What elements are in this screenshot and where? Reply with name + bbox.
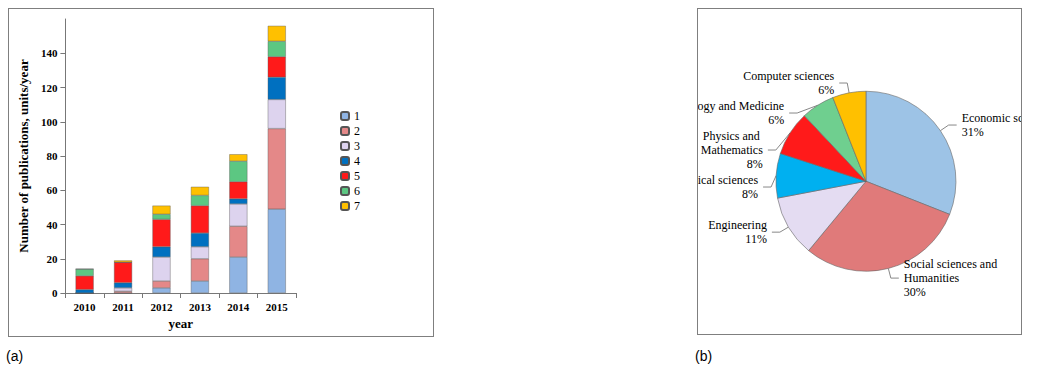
svg-text:2012: 2012 bbox=[150, 301, 173, 313]
svg-text:Humanities: Humanities bbox=[904, 271, 960, 285]
svg-text:20: 20 bbox=[46, 253, 58, 265]
svg-text:Engineering: Engineering bbox=[708, 218, 767, 232]
svg-text:31%: 31% bbox=[962, 125, 984, 139]
svg-text:11%: 11% bbox=[745, 232, 767, 246]
svg-text:2014: 2014 bbox=[227, 301, 250, 313]
svg-text:2015: 2015 bbox=[266, 301, 289, 313]
svg-text:Social sciences and: Social sciences and bbox=[904, 257, 1000, 271]
html-text:(b): (b) bbox=[695, 348, 713, 364]
svg-text:2013: 2013 bbox=[189, 301, 212, 313]
svg-text:2: 2 bbox=[354, 124, 360, 138]
svg-text:3: 3 bbox=[354, 139, 360, 153]
svg-text:0: 0 bbox=[52, 287, 58, 299]
svg-text:6%: 6% bbox=[818, 83, 834, 97]
svg-text:100: 100 bbox=[41, 116, 58, 128]
svg-text:80: 80 bbox=[46, 150, 58, 162]
svg-text:6: 6 bbox=[354, 184, 360, 198]
svg-text:year: year bbox=[168, 316, 193, 331]
svg-text:2010: 2010 bbox=[74, 301, 97, 313]
svg-text:5: 5 bbox=[354, 169, 360, 183]
svg-text:6%: 6% bbox=[768, 113, 784, 127]
svg-text:120: 120 bbox=[41, 82, 58, 94]
svg-text:7: 7 bbox=[354, 199, 360, 213]
svg-text:8%: 8% bbox=[742, 187, 758, 201]
svg-text:Mathematics: Mathematics bbox=[701, 143, 763, 157]
svg-text:Physics and: Physics and bbox=[703, 129, 763, 143]
svg-text:140: 140 bbox=[41, 47, 58, 59]
svg-text:2011: 2011 bbox=[112, 301, 133, 313]
svg-text:Biology and Medicine: Biology and Medicine bbox=[698, 99, 784, 113]
svg-text:1: 1 bbox=[354, 109, 360, 123]
html-text:(a): (a) bbox=[6, 348, 24, 364]
svg-text:60: 60 bbox=[46, 184, 58, 196]
svg-text:Computer sciences: Computer sciences bbox=[743, 69, 834, 83]
svg-text:Number of publications, units/: Number of publications, units/year bbox=[16, 59, 31, 253]
svg-text:8%: 8% bbox=[747, 157, 763, 171]
svg-text:30%: 30% bbox=[904, 285, 926, 299]
svg-text:Chemical sciences: Chemical sciences bbox=[698, 173, 758, 187]
svg-text:Economic sciences: Economic sciences bbox=[962, 111, 1021, 125]
svg-text:40: 40 bbox=[46, 219, 58, 231]
svg-text:4: 4 bbox=[354, 154, 360, 168]
